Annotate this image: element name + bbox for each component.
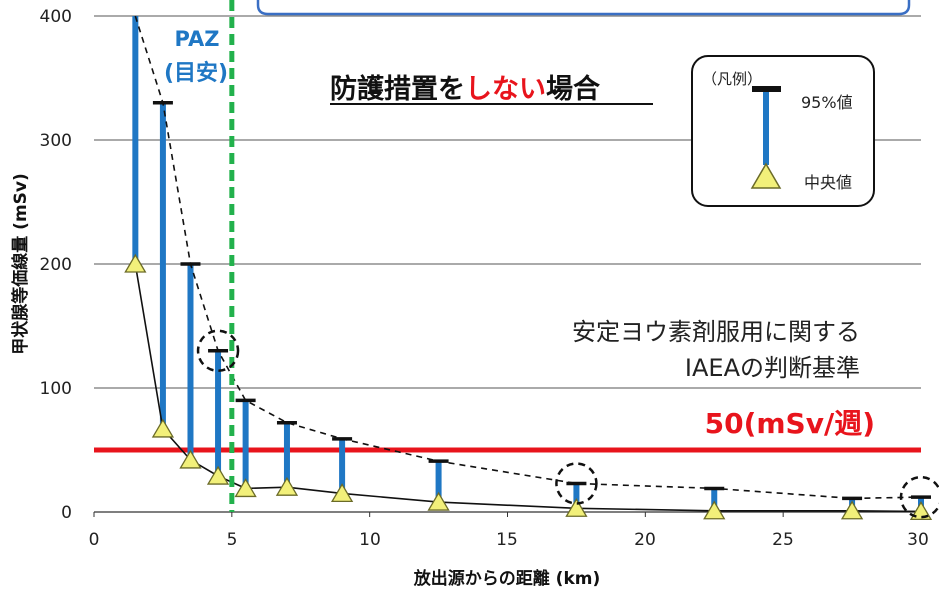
y-tick-label: 300 [40,131,72,151]
median-marker [330,483,354,503]
y-tick-label: 100 [40,379,72,399]
legend-triangle [750,162,782,189]
median-marker [179,449,202,469]
median-marker [565,497,588,517]
headline-pre: 防護措置を [330,73,465,105]
legend-p95-label: 95%値 [801,93,853,112]
headline-post: 場合 [546,73,600,105]
median-marker [703,500,726,520]
legend-box [691,55,875,207]
highlight-circles [196,329,939,519]
x-tick-label: 30 [907,530,929,550]
x-tick-label: 10 [359,530,381,550]
median-markers [124,253,933,521]
highlight-circle [196,329,240,373]
headline-red: しない [465,74,546,105]
p95-line [134,15,922,500]
legend-title: （凡例） [702,70,762,88]
y-axis-title: 甲状腺等価線量 (mSv) [10,173,31,355]
threshold-label: 50(mSv/週) [705,407,875,440]
median-marker [275,476,299,496]
paz-label: PAZ [175,27,220,51]
median-line [134,263,922,513]
median-marker [151,418,175,438]
y-tick-label: 200 [40,255,72,275]
headline: 防護措置をしない場合 [330,73,600,105]
median-marker [124,253,147,273]
series-lines [134,15,922,513]
median-marker [206,465,230,485]
paz-label-sub: (目安) [164,60,228,86]
x-tick-label: 0 [89,530,100,550]
median-marker [234,478,257,498]
median-marker [427,491,450,511]
x-tick-label: 20 [634,530,656,550]
callout-edge [256,0,911,16]
x-tick-label: 5 [227,530,238,550]
median-marker [909,501,933,521]
legend: （凡例） 95%値 中央値 [691,55,875,207]
x-axis-title: 放出源からの距離 (km) [413,568,600,589]
y-tick-label: 0 [61,503,72,523]
legend-median-label: 中央値 [804,173,852,192]
highlight-circle [555,462,598,505]
y-tick-label: 400 [40,7,72,27]
median-marker [840,500,864,520]
criteria-line1: 安定ヨウ素剤服用に関する [572,318,860,346]
highlight-circle [899,475,939,519]
x-tick-label: 15 [496,530,518,550]
criteria-line2: IAEAの判断基準 [685,354,860,382]
x-tick-label: 25 [772,530,794,550]
